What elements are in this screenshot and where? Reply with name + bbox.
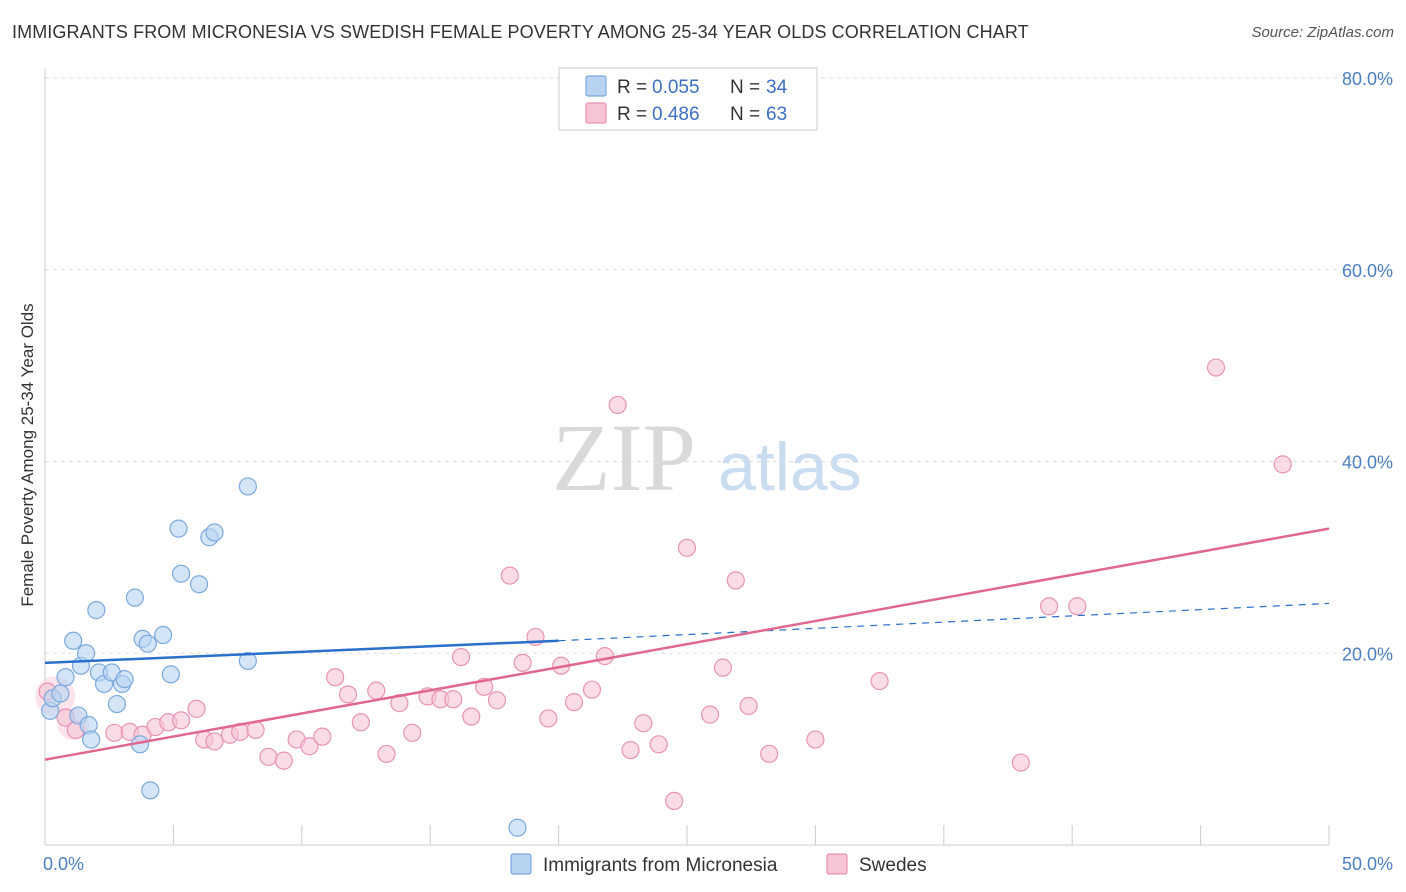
data-point-micronesia xyxy=(508,818,527,837)
data-point-swedes xyxy=(677,538,697,557)
data-point-swedes xyxy=(377,744,396,764)
data-point-micronesia xyxy=(138,634,157,653)
data-point-swedes xyxy=(451,647,471,667)
trend-line-micronesia xyxy=(44,639,559,665)
data-point-swedes xyxy=(205,732,224,751)
data-point-micronesia xyxy=(238,651,257,671)
data-point-swedes xyxy=(351,713,370,732)
legend-r-value: 0.486 xyxy=(652,104,700,125)
data-point-micronesia xyxy=(172,564,191,583)
data-point-swedes xyxy=(701,705,720,724)
series-legend-swatch-blue xyxy=(510,853,532,875)
data-point-swedes xyxy=(564,693,584,712)
x-tick-label: 50.0% xyxy=(1342,854,1393,874)
data-point-micronesia xyxy=(154,625,173,645)
legend-box: R = 0.055 N = 34 R = 0.486 N = 63 xyxy=(558,67,818,131)
y-tick-label: 80.0% xyxy=(1342,69,1393,89)
data-point-micronesia xyxy=(64,631,83,650)
legend-r-label: R = xyxy=(617,77,647,98)
data-point-micronesia xyxy=(189,575,209,594)
legend-r-value: 0.055 xyxy=(652,77,700,98)
data-point-swedes xyxy=(760,744,779,764)
series-legend-label-blue: Immigrants from Micronesia xyxy=(543,855,778,876)
data-point-swedes xyxy=(870,671,889,691)
data-point-swedes xyxy=(487,691,507,710)
data-point-micronesia xyxy=(76,644,96,663)
data-point-swedes xyxy=(608,395,627,415)
series-legend: Immigrants from Micronesia Swedes xyxy=(510,853,927,876)
legend-n-label: N = xyxy=(730,104,760,125)
data-point-micronesia xyxy=(238,477,257,496)
data-point-swedes xyxy=(806,730,825,749)
data-point-micronesia xyxy=(107,694,127,714)
data-point-swedes xyxy=(403,723,422,742)
trend-line-micronesia-projection xyxy=(558,602,1330,642)
legend-n-value: 63 xyxy=(766,104,787,125)
tick-labels: 20.0% 40.0% 60.0% 80.0% 0.0% 50.0% xyxy=(43,69,1393,874)
data-point-swedes xyxy=(649,735,668,754)
data-point-micronesia xyxy=(125,588,144,607)
data-point-swedes xyxy=(105,723,124,742)
watermark: ZIP atlas xyxy=(552,404,862,511)
y-tick-label: 40.0% xyxy=(1342,453,1393,473)
legend-r-label: R = xyxy=(617,104,647,125)
data-point-swedes xyxy=(513,653,532,672)
data-point-swedes xyxy=(172,711,191,730)
data-point-swedes xyxy=(713,658,733,677)
data-point-swedes xyxy=(500,566,519,585)
data-point-swedes xyxy=(326,668,345,687)
data-point-micronesia xyxy=(51,684,70,703)
data-point-swedes xyxy=(390,694,409,713)
data-point-swedes xyxy=(1068,597,1087,616)
trend-layer xyxy=(44,527,1330,761)
series-legend-swatch-pink xyxy=(826,853,848,875)
data-point-swedes xyxy=(300,737,319,756)
data-point-swedes xyxy=(1039,597,1059,616)
y-tick-label: 60.0% xyxy=(1342,261,1393,281)
legend-swatch-blue xyxy=(585,75,607,97)
grid-layer xyxy=(45,77,1392,654)
data-point-swedes xyxy=(338,685,358,704)
trend-line-swedes xyxy=(44,527,1330,761)
data-point-swedes xyxy=(313,727,332,746)
data-point-micronesia xyxy=(82,730,101,749)
data-point-swedes xyxy=(595,647,614,666)
data-point-micronesia xyxy=(56,668,75,687)
data-point-micronesia xyxy=(87,601,106,620)
data-point-swedes xyxy=(462,707,481,726)
points-layer xyxy=(35,358,1292,837)
data-point-swedes xyxy=(726,571,745,590)
watermark-atlas: atlas xyxy=(718,429,862,505)
data-point-swedes xyxy=(259,747,278,766)
data-point-micronesia xyxy=(169,519,188,538)
legend-n-value: 34 xyxy=(766,77,788,98)
data-point-swedes xyxy=(367,681,386,700)
legend-swatch-pink xyxy=(585,102,607,124)
x-tick-label: 0.0% xyxy=(43,854,84,874)
data-point-swedes xyxy=(1011,753,1030,772)
data-point-swedes xyxy=(274,751,293,770)
data-point-swedes xyxy=(739,696,758,716)
source-label: Source: ZipAtlas.com xyxy=(1251,24,1394,41)
data-point-swedes xyxy=(539,709,558,728)
data-point-swedes xyxy=(665,791,684,810)
data-point-swedes xyxy=(634,714,653,733)
data-point-micronesia xyxy=(115,670,134,689)
legend-n-label: N = xyxy=(730,77,760,98)
data-point-swedes xyxy=(1273,455,1292,474)
data-point-micronesia xyxy=(205,523,224,542)
data-point-swedes xyxy=(187,699,206,718)
chart-title: IMMIGRANTS FROM MICRONESIA VS SWEDISH FE… xyxy=(12,22,1029,42)
watermark-zip: ZIP xyxy=(552,404,696,511)
data-point-micronesia xyxy=(161,665,180,684)
data-point-swedes xyxy=(1206,358,1226,377)
data-point-swedes xyxy=(582,680,602,699)
data-point-swedes xyxy=(621,740,640,760)
series-legend-label-pink: Swedes xyxy=(859,855,927,876)
y-tick-label: 20.0% xyxy=(1342,644,1393,664)
data-point-micronesia xyxy=(141,781,160,800)
data-point-swedes xyxy=(444,690,463,709)
